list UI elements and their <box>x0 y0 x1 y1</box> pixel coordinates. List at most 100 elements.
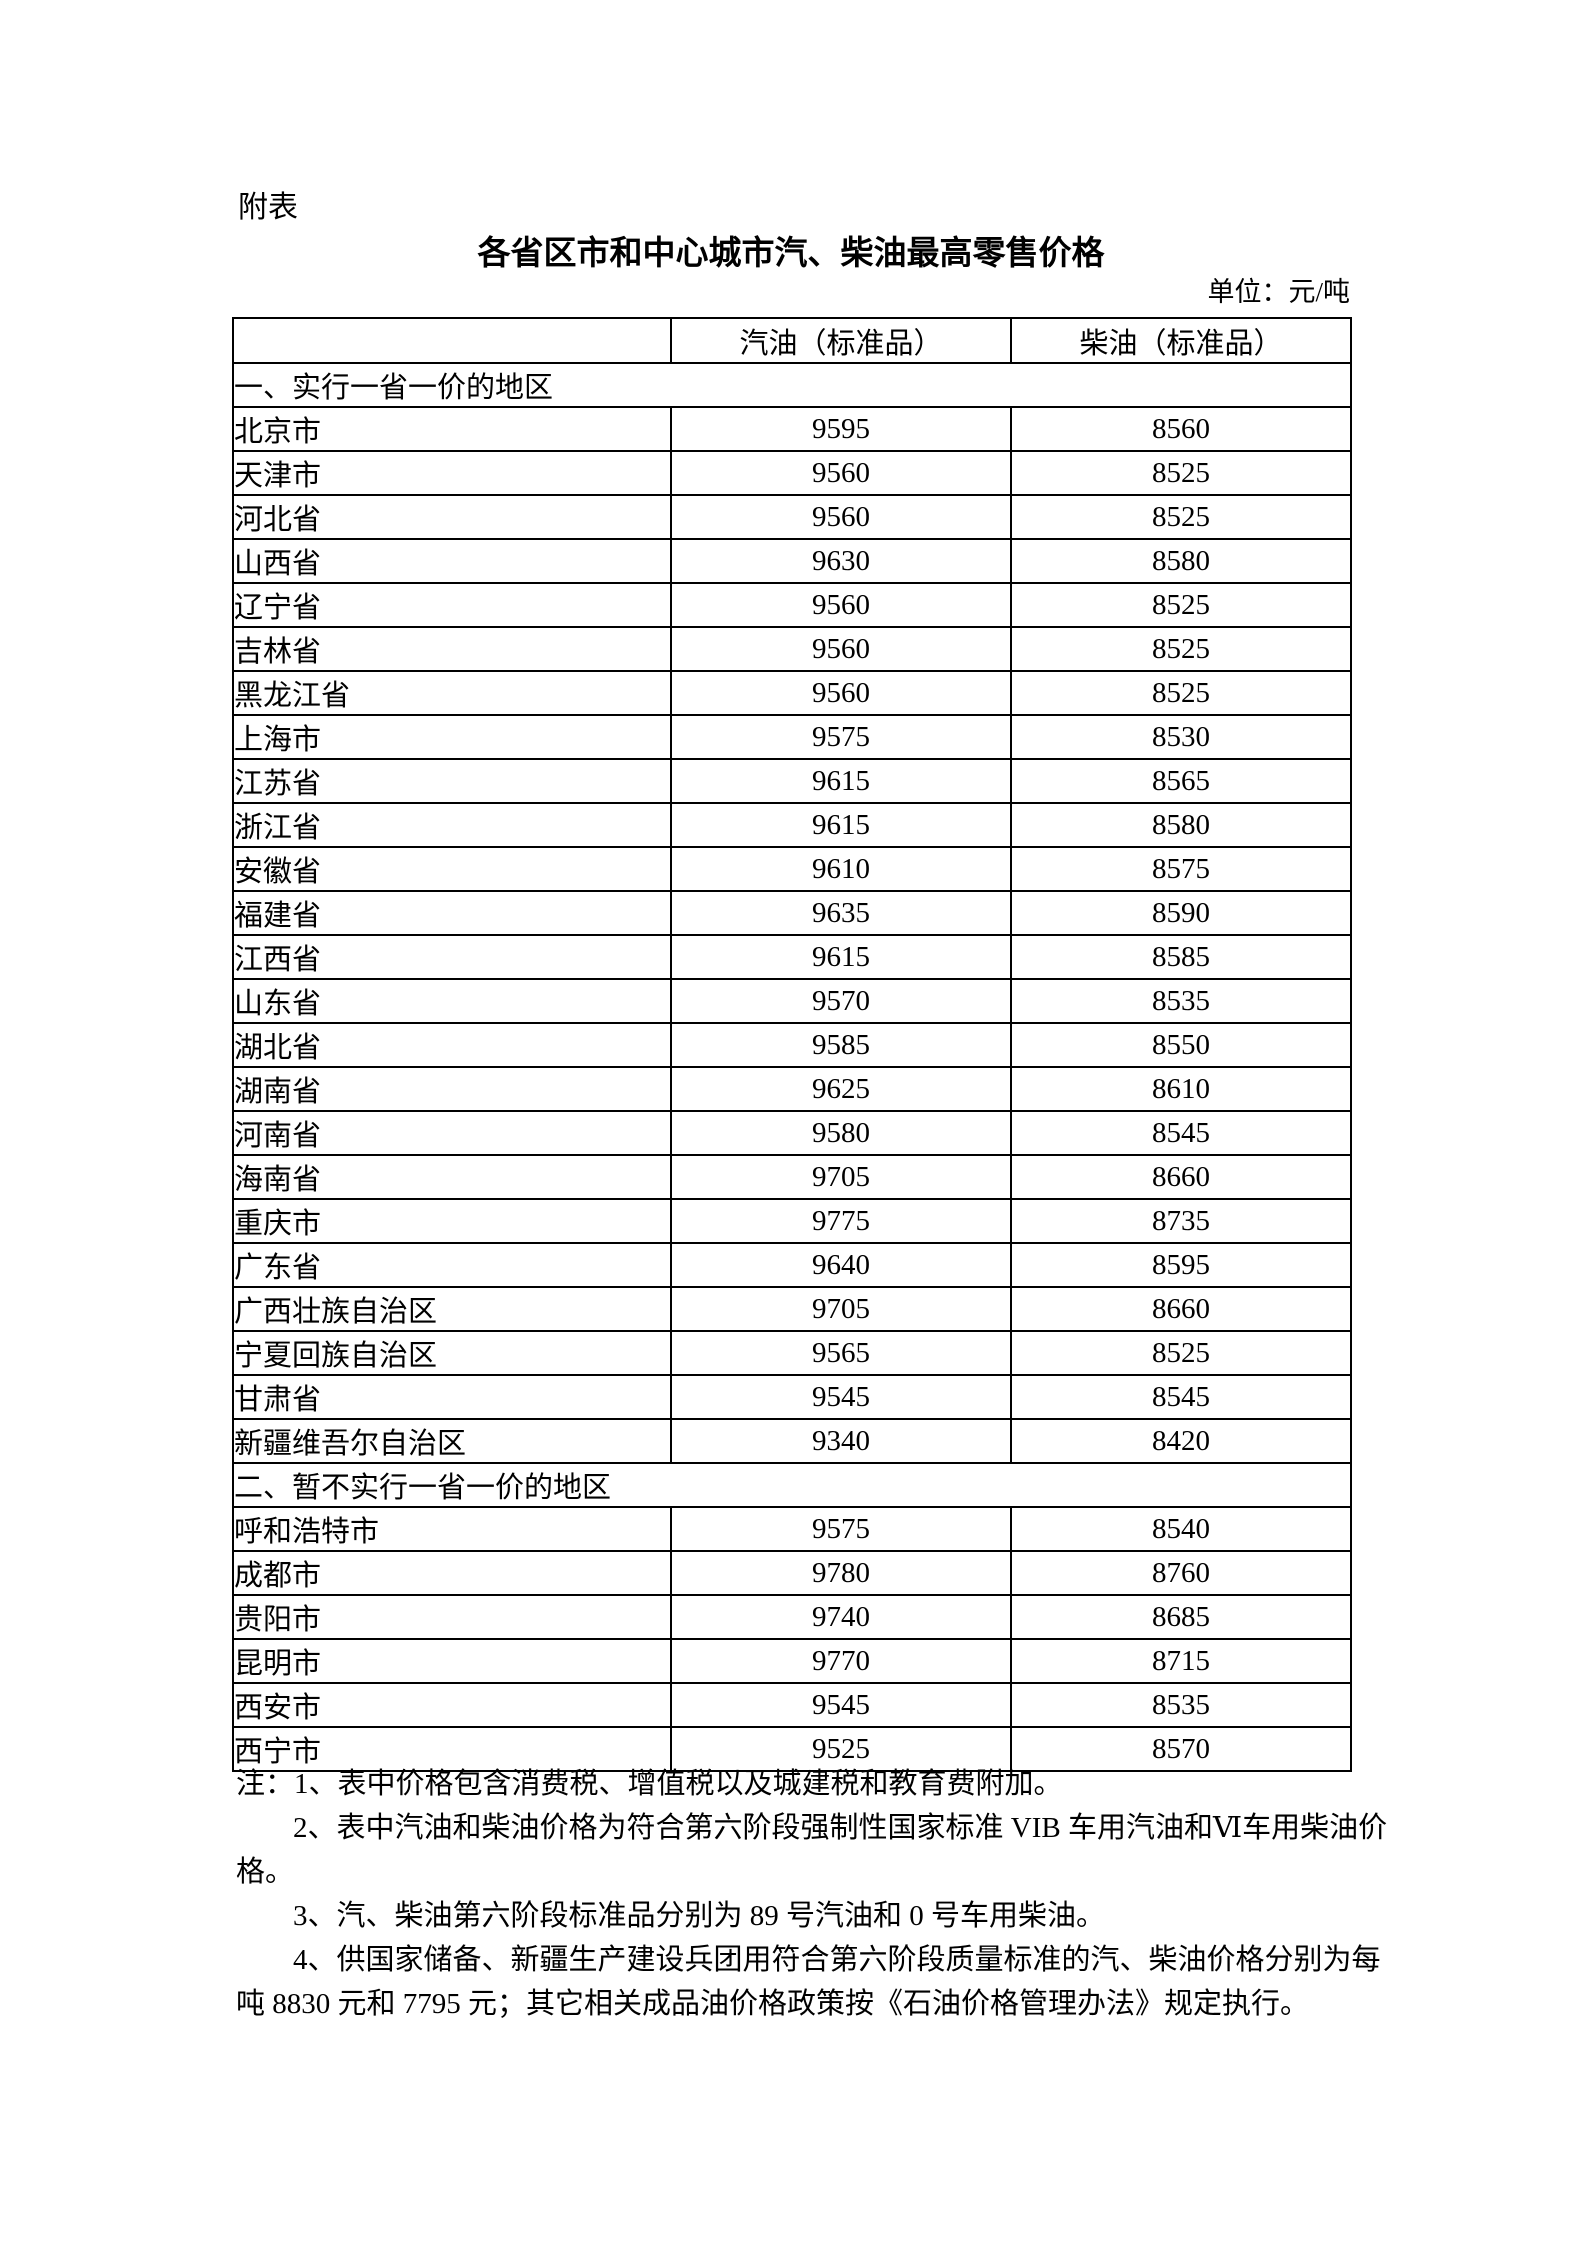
section-header-cell: 一、实行一省一价的地区 <box>232 362 1352 408</box>
region-cell: 甘肃省 <box>232 1374 672 1420</box>
gasoline-price-cell: 9740 <box>670 1594 1012 1640</box>
region-cell: 广西壮族自治区 <box>232 1286 672 1332</box>
gasoline-price-cell: 9340 <box>670 1418 1012 1464</box>
table-row: 湖北省 9585 8550 <box>232 1022 1352 1068</box>
gasoline-price-cell: 9560 <box>670 670 1012 716</box>
region-cell: 湖南省 <box>232 1066 672 1112</box>
gasoline-price-cell: 9545 <box>670 1682 1012 1728</box>
diesel-price-cell: 8610 <box>1010 1066 1352 1112</box>
region-cell: 河南省 <box>232 1110 672 1156</box>
diesel-price-cell: 8525 <box>1010 582 1352 628</box>
table-body: 一、实行一省一价的地区 北京市 9595 8560 天津市 9560 8525 河北省 9560… <box>232 362 1352 1772</box>
table-row: 甘肃省 9545 8545 <box>232 1374 1352 1420</box>
section-header-row: 一、实行一省一价的地区 <box>232 362 1352 408</box>
diesel-price-cell: 8525 <box>1010 1330 1352 1376</box>
notes: 注：1、表中价格包含消费税、增值税以及城建税和教育费附加。 2、表中汽油和柴油价格… <box>236 1762 1426 2026</box>
gasoline-price-cell: 9630 <box>670 538 1012 584</box>
gasoline-price-cell: 9585 <box>670 1022 1012 1068</box>
diesel-price-cell: 8525 <box>1010 494 1352 540</box>
table-row: 天津市 9560 8525 <box>232 450 1352 496</box>
gasoline-price-cell: 9560 <box>670 582 1012 628</box>
region-cell: 黑龙江省 <box>232 670 672 716</box>
region-cell: 宁夏回族自治区 <box>232 1330 672 1376</box>
unit-label: 单位：元/吨 <box>1207 277 1350 307</box>
table-row: 贵阳市 9740 8685 <box>232 1594 1352 1640</box>
price-table: 汽油（标准品） 柴油（标准品） 一、实行一省一价的地区 北京市 9595 8560 天津… <box>232 317 1352 1772</box>
diesel-price-cell: 8530 <box>1010 714 1352 760</box>
region-cell: 天津市 <box>232 450 672 496</box>
region-cell: 成都市 <box>232 1550 672 1596</box>
table-row: 新疆维吾尔自治区 9340 8420 <box>232 1418 1352 1464</box>
region-cell: 江西省 <box>232 934 672 980</box>
gasoline-price-cell: 9545 <box>670 1374 1012 1420</box>
gasoline-price-cell: 9610 <box>670 846 1012 892</box>
gasoline-price-cell: 9705 <box>670 1286 1012 1332</box>
note-line: 注：1、表中价格包含消费税、增值税以及城建税和教育费附加。 <box>236 1768 1063 1800</box>
region-cell: 海南省 <box>232 1154 672 1200</box>
region-cell: 辽宁省 <box>232 582 672 628</box>
region-cell: 广东省 <box>232 1242 672 1288</box>
section-header-row: 二、暂不实行一省一价的地区 <box>232 1462 1352 1508</box>
region-cell: 重庆市 <box>232 1198 672 1244</box>
diesel-price-cell: 8420 <box>1010 1418 1352 1464</box>
table-row: 山西省 9630 8580 <box>232 538 1352 584</box>
region-cell: 山西省 <box>232 538 672 584</box>
region-cell: 山东省 <box>232 978 672 1024</box>
region-cell: 河北省 <box>232 494 672 540</box>
table-row: 上海市 9575 8530 <box>232 714 1352 760</box>
gasoline-price-cell: 9525 <box>670 1726 1012 1772</box>
table-row: 湖南省 9625 8610 <box>232 1066 1352 1112</box>
table-row: 浙江省 9615 8580 <box>232 802 1352 848</box>
section-header-cell: 二、暂不实行一省一价的地区 <box>232 1462 1352 1508</box>
diesel-price-cell: 8735 <box>1010 1198 1352 1244</box>
note-line: 吨 8830 元和 7795 元；其它相关成品油价格政策按《石油价格管理办法》规… <box>236 1988 1310 2020</box>
table-header: 汽油（标准品） 柴油（标准品） <box>232 317 1352 364</box>
gasoline-price-cell: 9775 <box>670 1198 1012 1244</box>
table-row: 吉林省 9560 8525 <box>232 626 1352 672</box>
table-row: 北京市 9595 8560 <box>232 406 1352 452</box>
gasoline-price-cell: 9615 <box>670 802 1012 848</box>
diesel-price-cell: 8580 <box>1010 538 1352 584</box>
table-row: 广东省 9640 8595 <box>232 1242 1352 1288</box>
table-row: 成都市 9780 8760 <box>232 1550 1352 1596</box>
col-header-region <box>232 317 672 364</box>
diesel-price-cell: 8560 <box>1010 406 1352 452</box>
diesel-price-cell: 8550 <box>1010 1022 1352 1068</box>
region-cell: 福建省 <box>232 890 672 936</box>
page-title: 各省区市和中心城市汽、柴油最高零售价格 <box>477 233 1105 272</box>
gasoline-price-cell: 9780 <box>670 1550 1012 1596</box>
diesel-price-cell: 8525 <box>1010 670 1352 716</box>
table-row: 辽宁省 9560 8525 <box>232 582 1352 628</box>
header-row: 汽油（标准品） 柴油（标准品） <box>232 317 1352 364</box>
diesel-price-cell: 8715 <box>1010 1638 1352 1684</box>
table-row: 福建省 9635 8590 <box>232 890 1352 936</box>
gasoline-price-cell: 9705 <box>670 1154 1012 1200</box>
diesel-price-cell: 8685 <box>1010 1594 1352 1640</box>
table-row: 安徽省 9610 8575 <box>232 846 1352 892</box>
gasoline-price-cell: 9575 <box>670 1506 1012 1552</box>
table-row: 重庆市 9775 8735 <box>232 1198 1352 1244</box>
diesel-price-cell: 8535 <box>1010 978 1352 1024</box>
table-row: 西安市 9545 8535 <box>232 1682 1352 1728</box>
table-row: 宁夏回族自治区 9565 8525 <box>232 1330 1352 1376</box>
diesel-price-cell: 8590 <box>1010 890 1352 936</box>
region-cell: 贵阳市 <box>232 1594 672 1640</box>
region-cell: 湖北省 <box>232 1022 672 1068</box>
diesel-price-cell: 8570 <box>1010 1726 1352 1772</box>
note-line: 2、表中汽油和柴油价格为符合第六阶段强制性国家标准 VIB 车用汽油和Ⅵ车用柴油… <box>293 1812 1388 1844</box>
region-cell: 北京市 <box>232 406 672 452</box>
diesel-price-cell: 8595 <box>1010 1242 1352 1288</box>
note-line: 4、供国家储备、新疆生产建设兵团用符合第六阶段质量标准的汽、柴油价格分别为每 <box>293 1944 1381 1976</box>
gasoline-price-cell: 9560 <box>670 450 1012 496</box>
table-row: 江苏省 9615 8565 <box>232 758 1352 804</box>
gasoline-price-cell: 9625 <box>670 1066 1012 1112</box>
region-cell: 西安市 <box>232 1682 672 1728</box>
table-row: 河南省 9580 8545 <box>232 1110 1352 1156</box>
table-row: 山东省 9570 8535 <box>232 978 1352 1024</box>
diesel-price-cell: 8660 <box>1010 1286 1352 1332</box>
gasoline-price-cell: 9635 <box>670 890 1012 936</box>
table-row: 海南省 9705 8660 <box>232 1154 1352 1200</box>
region-cell: 西宁市 <box>232 1726 672 1772</box>
attachment-label: 附表 <box>238 191 298 224</box>
